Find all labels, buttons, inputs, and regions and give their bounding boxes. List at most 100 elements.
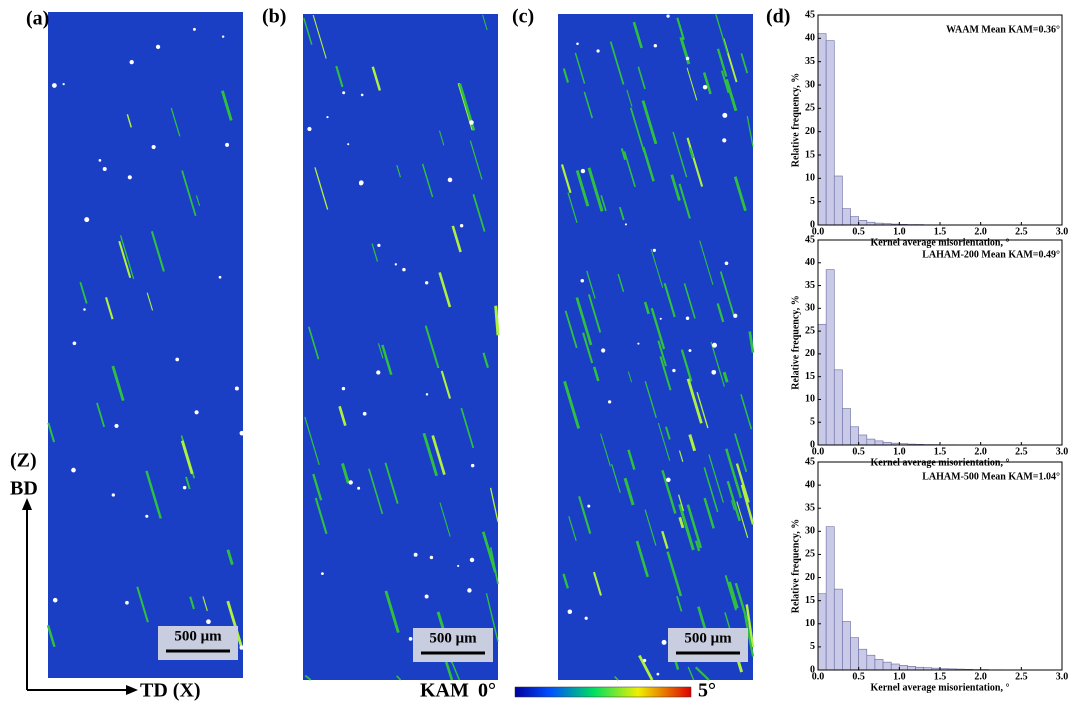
axis-z-label: (Z) — [10, 450, 37, 472]
kam-streak — [226, 600, 243, 648]
kam-streak — [146, 292, 154, 311]
kam-dot — [52, 597, 58, 603]
kam-streak — [575, 297, 593, 346]
x-tick-label: 3.0 — [1056, 671, 1069, 682]
colorbar-max: 5° — [698, 680, 716, 702]
x-tick-label: 3.0 — [1056, 446, 1069, 457]
kam-streak — [308, 326, 320, 360]
y-tick-label: 40 — [805, 479, 815, 490]
bar — [825, 40, 835, 226]
kam-dot — [711, 369, 717, 375]
y-tick-label: 35 — [805, 503, 815, 514]
kam-streak — [629, 107, 645, 153]
kam-streak — [726, 480, 741, 522]
kam-streak — [481, 531, 497, 573]
kam-streak — [725, 78, 738, 112]
kam-streak — [564, 310, 578, 349]
kam-streak — [663, 282, 676, 318]
kam-streak — [145, 470, 162, 519]
kam-streak — [627, 449, 636, 470]
kam-streak — [335, 65, 344, 88]
kam-streak — [644, 509, 657, 546]
kam-dot — [234, 386, 239, 391]
kam-streak — [126, 114, 132, 128]
bar — [817, 323, 827, 446]
x-tick-label: 2.5 — [1015, 446, 1028, 457]
kam-streak — [688, 147, 695, 159]
kam-dot — [84, 217, 90, 223]
kam-dot — [425, 393, 429, 396]
kam-streak — [678, 503, 695, 551]
kam-dot — [402, 267, 406, 272]
kam-dot — [712, 342, 717, 348]
kam-streak — [600, 433, 611, 467]
kam-streak — [627, 371, 633, 383]
kam-streak — [436, 611, 445, 630]
y-tick-label: 0 — [810, 219, 815, 230]
kam-streak — [644, 381, 657, 418]
scale-bar-label: 500 μm — [684, 630, 732, 646]
kam-streak — [377, 343, 384, 359]
y-tick-label: 40 — [805, 33, 815, 44]
bar — [866, 438, 876, 446]
kam-dot — [129, 59, 134, 65]
kam-dot — [413, 552, 418, 557]
kam-streak — [680, 349, 693, 382]
kam-streak — [638, 654, 654, 681]
y-tick-label: 5 — [810, 196, 815, 207]
kam-dot — [125, 600, 129, 605]
kam-streak — [666, 551, 683, 597]
axis-td-label: TD (X) — [140, 680, 201, 702]
kam-dot — [342, 91, 346, 95]
kam-streak — [485, 593, 499, 642]
kam-streak — [494, 305, 500, 336]
kam-streak — [678, 183, 691, 219]
kam-dot — [624, 223, 627, 226]
x-axis-label: Kernel average misorientation, ° — [871, 457, 1010, 468]
kam-streak — [716, 48, 728, 77]
x-tick-label: 2.5 — [1015, 226, 1028, 237]
kam-streak — [735, 463, 750, 503]
bar — [842, 621, 851, 671]
kam-dot — [688, 349, 692, 353]
kam-streak — [384, 590, 400, 633]
kam-streak — [703, 497, 715, 529]
kam-streak — [733, 176, 747, 212]
kam-dot — [348, 480, 353, 485]
panel-label: (b) — [262, 6, 286, 28]
kam-dot — [239, 430, 245, 436]
kam-streak — [396, 675, 402, 681]
plot-frame — [817, 14, 1063, 226]
td-arrowhead — [126, 685, 138, 695]
y-tick-label: 30 — [805, 303, 815, 314]
kam-streak — [368, 468, 384, 515]
kam-dot — [685, 316, 690, 321]
kam-dot — [52, 83, 57, 88]
kam-dot — [376, 370, 381, 375]
kam-streak — [657, 340, 667, 367]
y-axis-label: Relative frequency, % — [790, 73, 801, 168]
kam-streak — [686, 378, 703, 424]
kam-streak — [482, 352, 490, 369]
bar — [907, 666, 916, 671]
annotation: LAHAM-200 Mean KAM=0.49° — [922, 249, 1060, 260]
x-tick-label: 2.0 — [974, 671, 987, 682]
kam-streak — [641, 100, 658, 145]
y-tick-label: 15 — [805, 371, 815, 382]
kam-dot — [320, 572, 324, 576]
kam-streak — [170, 107, 181, 137]
kam-dot — [659, 317, 662, 320]
kam-dot — [580, 168, 586, 174]
kam-streak — [150, 231, 165, 272]
kam-streak — [592, 366, 600, 382]
kam-streak — [661, 469, 677, 514]
kam-streak — [696, 391, 709, 429]
y-tick-label: 20 — [805, 126, 815, 137]
y-tick-label: 35 — [805, 280, 815, 291]
kam-dot — [666, 14, 670, 18]
kam-streak — [744, 615, 755, 657]
annotation: WAAM Mean KAM=0.36° — [946, 24, 1060, 35]
kam-streak — [626, 89, 633, 107]
bar — [842, 208, 851, 226]
kam-streak — [623, 477, 635, 506]
